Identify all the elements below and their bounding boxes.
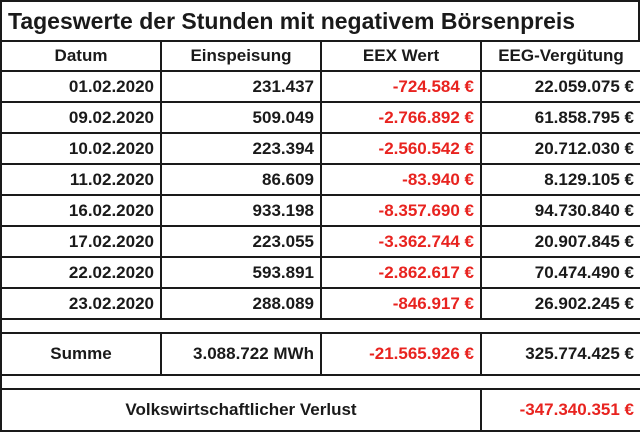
sum-row: Summe 3.088.722 MWh -21.565.926 € 325.77… [0, 332, 640, 376]
spacer-cell [0, 318, 640, 334]
cell-eex-value: -2.560.542 € [320, 132, 482, 165]
header-date: Datum [0, 40, 162, 72]
cell-eeg-remuneration: 94.730.840 € [480, 194, 640, 227]
header-feed-in: Einspeisung [160, 40, 322, 72]
table-row: 17.02.2020 223.055 -3.362.744 € 20.907.8… [0, 225, 640, 258]
loss-row: Volkswirtschaftlicher Verlust -347.340.3… [0, 388, 640, 432]
cell-feed-in: 86.609 [160, 163, 322, 196]
cell-eex-value: -2.766.892 € [320, 101, 482, 134]
cell-date: 22.02.2020 [0, 256, 162, 289]
sum-eeg-remuneration: 325.774.425 € [480, 332, 640, 376]
cell-feed-in: 593.891 [160, 256, 322, 289]
table-row: 16.02.2020 933.198 -8.357.690 € 94.730.8… [0, 194, 640, 227]
cell-feed-in: 223.394 [160, 132, 322, 165]
cell-feed-in: 223.055 [160, 225, 322, 258]
spacer-cell [0, 374, 640, 390]
cell-feed-in: 933.198 [160, 194, 322, 227]
cell-eex-value: -846.917 € [320, 287, 482, 320]
table-row: 10.02.2020 223.394 -2.560.542 € 20.712.0… [0, 132, 640, 165]
sum-feed-in: 3.088.722 MWh [160, 332, 322, 376]
table-row: 01.02.2020 231.437 -724.584 € 22.059.075… [0, 70, 640, 103]
cell-eeg-remuneration: 8.129.105 € [480, 163, 640, 196]
cell-date: 11.02.2020 [0, 163, 162, 196]
cell-date: 09.02.2020 [0, 101, 162, 134]
cell-date: 01.02.2020 [0, 70, 162, 103]
cell-eex-value: -724.584 € [320, 70, 482, 103]
table-row: 09.02.2020 509.049 -2.766.892 € 61.858.7… [0, 101, 640, 134]
spacer-row [0, 374, 640, 390]
cell-eeg-remuneration: 26.902.245 € [480, 287, 640, 320]
cell-eex-value: -2.862.617 € [320, 256, 482, 289]
spacer-row [0, 318, 640, 334]
cell-eeg-remuneration: 61.858.795 € [480, 101, 640, 134]
daily-values-table: Datum Einspeisung EEX Wert EEG-Vergütung… [0, 40, 640, 432]
header-eeg-remuneration: EEG-Vergütung [480, 40, 640, 72]
cell-eex-value: -3.362.744 € [320, 225, 482, 258]
sum-eex-value: -21.565.926 € [320, 332, 482, 376]
table-row: 22.02.2020 593.891 -2.862.617 € 70.474.4… [0, 256, 640, 289]
header-eex-value: EEX Wert [320, 40, 482, 72]
cell-feed-in: 231.437 [160, 70, 322, 103]
cell-eeg-remuneration: 20.907.845 € [480, 225, 640, 258]
cell-date: 23.02.2020 [0, 287, 162, 320]
cell-eeg-remuneration: 22.059.075 € [480, 70, 640, 103]
cell-eeg-remuneration: 20.712.030 € [480, 132, 640, 165]
table-title: Tageswerte der Stunden mit negativem Bör… [0, 0, 640, 40]
cell-date: 17.02.2020 [0, 225, 162, 258]
cell-feed-in: 509.049 [160, 101, 322, 134]
cell-date: 16.02.2020 [0, 194, 162, 227]
cell-eex-value: -83.940 € [320, 163, 482, 196]
cell-eex-value: -8.357.690 € [320, 194, 482, 227]
loss-label: Volkswirtschaftlicher Verlust [0, 388, 482, 432]
cell-feed-in: 288.089 [160, 287, 322, 320]
sum-label: Summe [0, 332, 162, 376]
cell-date: 10.02.2020 [0, 132, 162, 165]
table-row: 23.02.2020 288.089 -846.917 € 26.902.245… [0, 287, 640, 320]
header-row: Datum Einspeisung EEX Wert EEG-Vergütung [0, 40, 640, 72]
cell-eeg-remuneration: 70.474.490 € [480, 256, 640, 289]
table-row: 11.02.2020 86.609 -83.940 € 8.129.105 € [0, 163, 640, 196]
loss-value: -347.340.351 € [480, 388, 640, 432]
